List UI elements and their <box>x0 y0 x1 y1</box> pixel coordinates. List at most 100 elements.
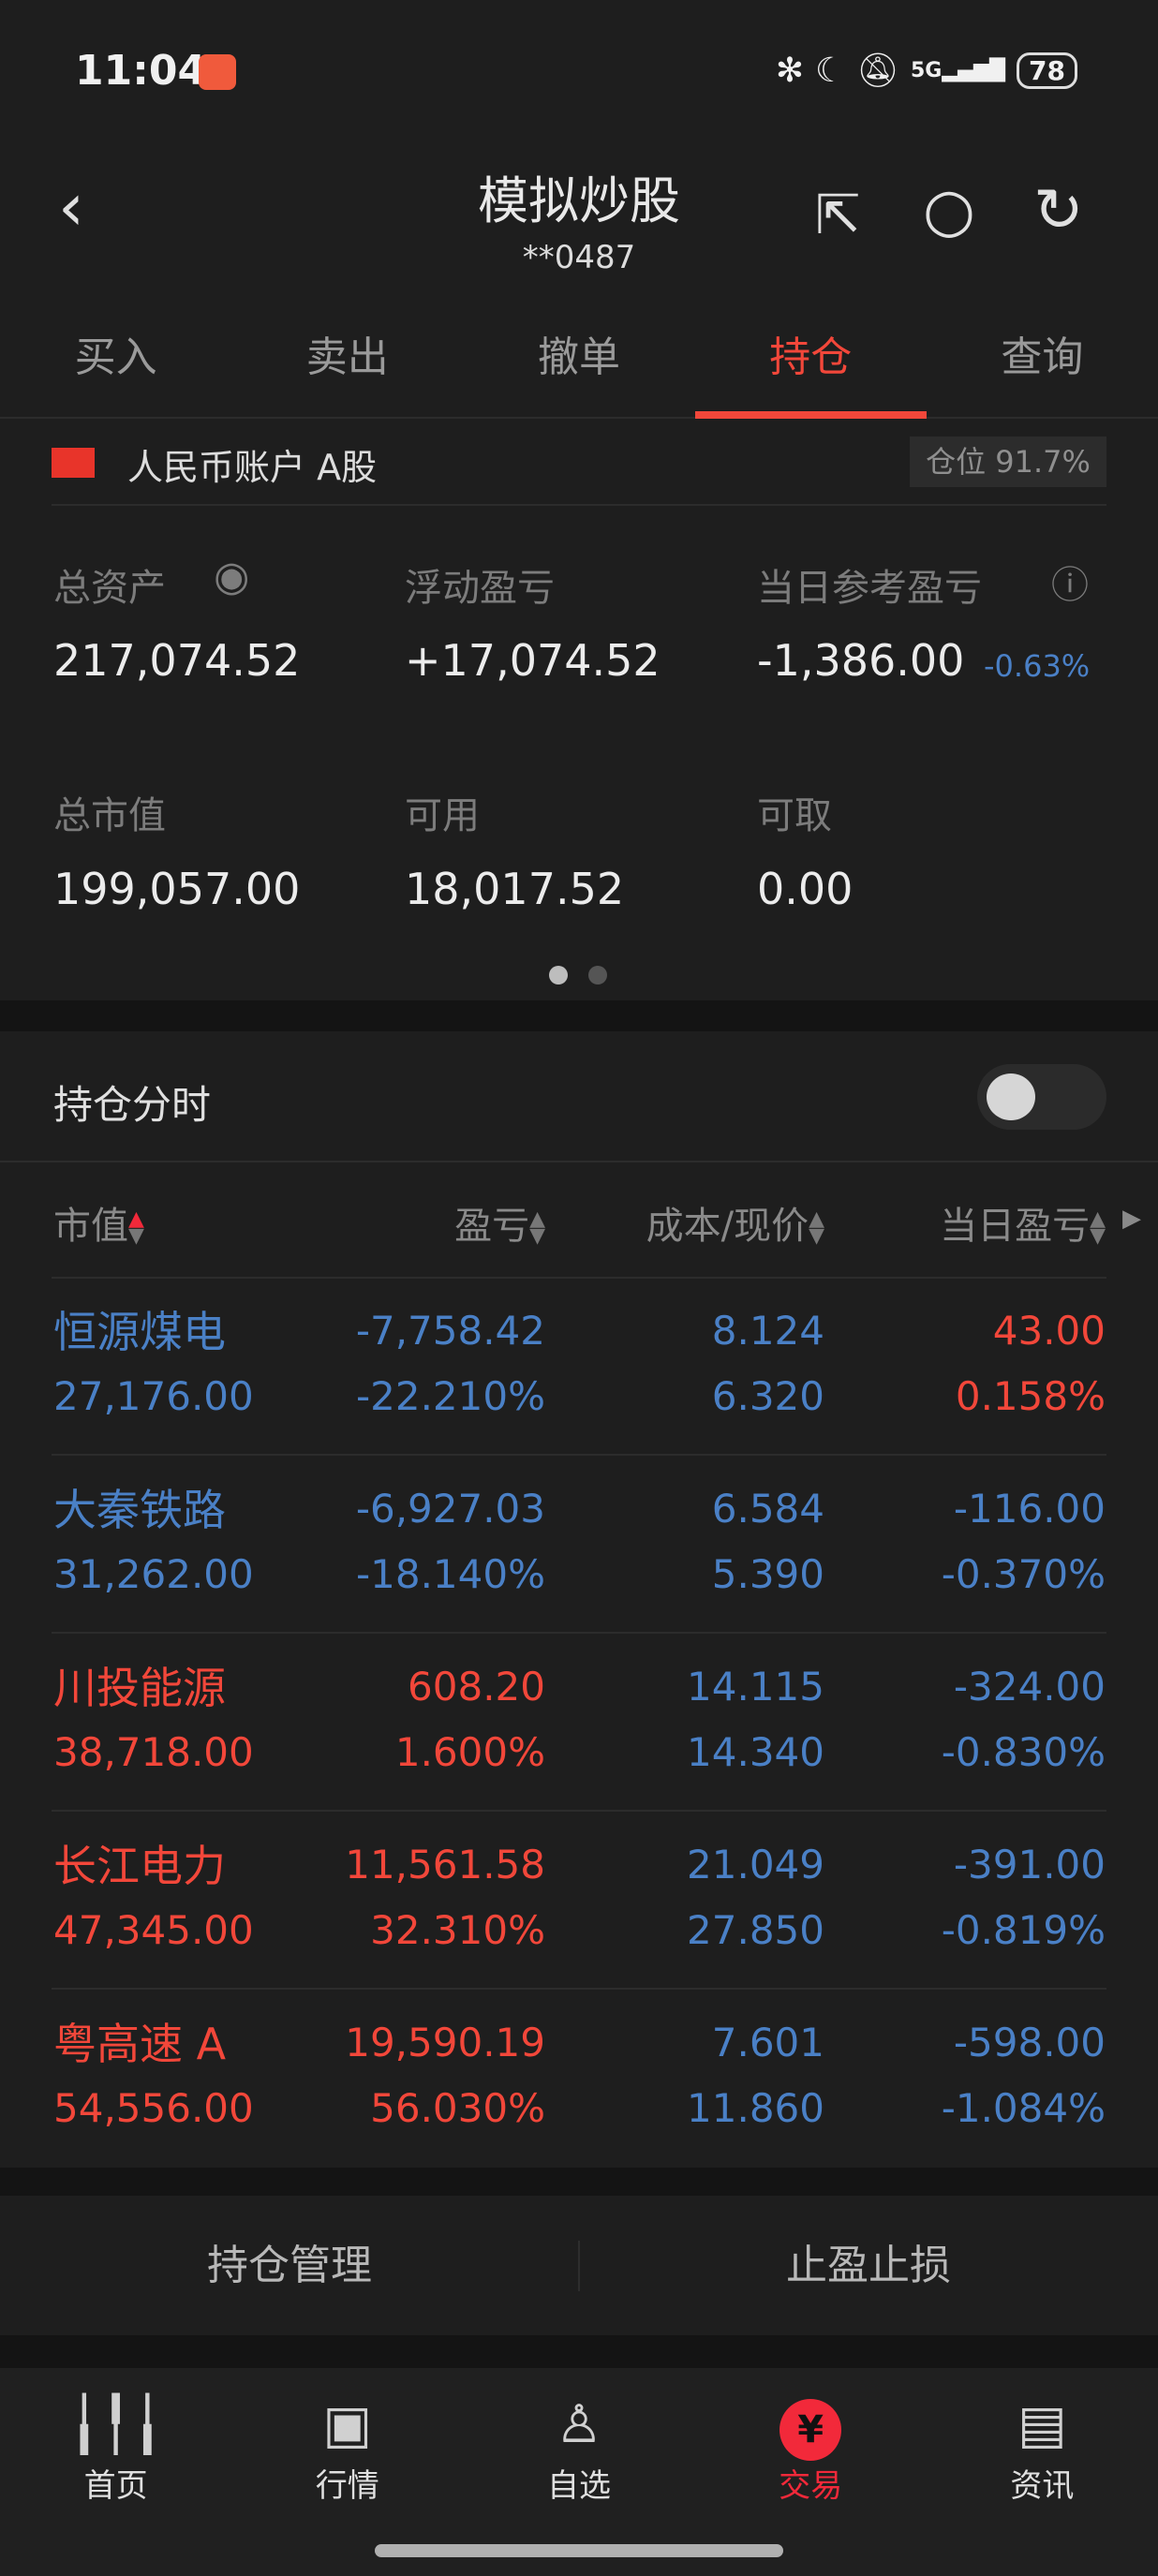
pl-amount: -7,758.42 <box>355 1308 545 1354</box>
back-button[interactable]: ‹ <box>58 169 84 245</box>
scroll-right-icon[interactable]: ▶ <box>1122 1205 1141 1233</box>
toggle-knob <box>987 1073 1035 1120</box>
pager-dot[interactable] <box>588 966 607 985</box>
moon-icon: ☾ <box>814 51 846 90</box>
account-name: 人民币账户 A股 <box>127 447 378 488</box>
yen-icon-wrap: ¥ <box>695 2394 927 2461</box>
share-icon[interactable]: ⇱ <box>815 183 861 246</box>
column-header-market-value: 市值 <box>53 1205 128 1248</box>
app-notification-icon <box>199 54 236 90</box>
account-number: **0487 <box>522 239 636 276</box>
chart-icon: ▣ <box>322 2394 373 2455</box>
pl-amount: 608.20 <box>408 1664 545 1710</box>
signal-icon: 5G▂▄▆█ <box>910 58 1006 82</box>
sort-market-value[interactable]: 市值▲ ▼ <box>53 1195 144 1250</box>
pl-percent: 32.310% <box>370 1907 545 1953</box>
table-row[interactable]: 长江电力 47,345.00 11,561.58 32.310% 21.049 27.85… <box>0 1812 1158 1990</box>
day-pl-percent: -1.084% <box>941 2085 1106 2131</box>
total-assets-value: 217,074.52 <box>53 635 301 686</box>
withdrawable-value: 0.00 <box>757 864 854 914</box>
tab-holdings[interactable]: 持仓 <box>694 323 928 419</box>
table-row[interactable]: 川投能源 38,718.00 608.20 1.600% 14.115 14.340 -32… <box>0 1634 1158 1812</box>
eye-icon[interactable]: ◉ <box>214 553 250 600</box>
current-price: 5.390 <box>711 1551 824 1597</box>
float-pl-label: 浮动盈亏 <box>405 567 555 610</box>
home-indicator[interactable] <box>375 2544 783 2557</box>
day-pl-amount: 43.00 <box>992 1308 1106 1354</box>
total-assets-label: 总资产 <box>53 567 166 610</box>
pl-percent: 56.030% <box>370 2085 545 2131</box>
stock-name: 大秦铁路 <box>53 1485 226 1535</box>
divider <box>52 1810 1106 1812</box>
current-price: 27.850 <box>687 1907 824 1953</box>
sort-pl[interactable]: 盈亏▲ ▼ <box>454 1195 545 1250</box>
nav-label: 交易 <box>779 2467 843 2505</box>
cost-price: 7.601 <box>711 2020 824 2065</box>
pl-percent: -22.210% <box>355 1373 545 1419</box>
trade-tabs: 买入 卖出 撤单 持仓 查询 <box>0 323 1158 419</box>
table-row[interactable]: 粤高速 A 54,556.00 19,590.19 56.030% 7.601 11.86… <box>0 1990 1158 2168</box>
search-icon[interactable]: ○ <box>923 176 975 245</box>
section-gap <box>0 2168 1158 2196</box>
tab-cancel[interactable]: 撤单 <box>538 333 620 381</box>
position-ratio: 仓位 91.7% <box>910 437 1106 487</box>
day-pl-amount: -324.00 <box>953 1664 1106 1710</box>
pager-dot-active[interactable] <box>549 966 568 985</box>
section-gap <box>0 1000 1158 1031</box>
pl-percent: 1.600% <box>394 1729 545 1775</box>
pl-amount: 19,590.19 <box>345 2020 545 2065</box>
nav-label: 资讯 <box>1010 2467 1075 2505</box>
stock-name: 川投能源 <box>53 1663 226 1713</box>
china-flag-icon <box>52 448 95 478</box>
tab-sell[interactable]: 卖出 <box>305 333 389 381</box>
info-icon[interactable]: ⓘ <box>1051 564 1089 607</box>
candlestick-icon: ╽╿╽ <box>68 2394 164 2455</box>
tab-query[interactable]: 查询 <box>1001 333 1084 381</box>
divider <box>52 1988 1106 1990</box>
nav-label: 自选 <box>547 2467 611 2505</box>
day-pl-amount: -598.00 <box>953 2020 1106 2065</box>
day-pl-value: -1,386.00 <box>757 635 965 686</box>
sort-cost-price[interactable]: 成本/现价▲ ▼ <box>646 1195 824 1250</box>
stop-loss-button[interactable]: 止盈止损 <box>786 2242 951 2289</box>
pl-amount: 11,561.58 <box>345 1842 545 1888</box>
nav-market[interactable]: ▣ 行情 <box>231 2368 463 2576</box>
day-pl-amount: -116.00 <box>953 1486 1106 1532</box>
nav-home[interactable]: ╽╿╽ 首页 <box>0 2368 231 2576</box>
divider <box>0 1161 1158 1162</box>
tab-buy[interactable]: 买入 <box>74 333 157 381</box>
holding-chart-toggle[interactable] <box>977 1064 1106 1130</box>
divider <box>52 1632 1106 1634</box>
sort-icon: ▲ ▼ <box>809 1207 824 1248</box>
refresh-icon[interactable]: ↻ <box>1033 176 1084 245</box>
stock-name: 恒源煤电 <box>53 1307 226 1357</box>
sort-day-pl[interactable]: 当日盈亏▲ ▼ <box>940 1195 1106 1250</box>
bluetooth-icon: ✻ <box>775 51 804 90</box>
table-row[interactable]: 恒源煤电 27,176.00 -7,758.42 -22.210% 8.124 6.320… <box>0 1278 1158 1456</box>
mute-icon: 🔕︎ <box>856 52 899 90</box>
available-label: 可用 <box>405 794 480 837</box>
pl-amount: -6,927.03 <box>355 1486 545 1532</box>
column-header-day-pl: 当日盈亏 <box>940 1205 1091 1248</box>
day-pl-label: 当日参考盈亏 <box>757 567 982 610</box>
sort-icon: ▲ ▼ <box>1090 1207 1106 1248</box>
current-price: 6.320 <box>711 1373 824 1419</box>
table-row[interactable]: 大秦铁路 31,262.00 -6,927.03 -18.140% 6.584 5.390… <box>0 1456 1158 1634</box>
status-bar: 11:04 ✻ ☾ 🔕︎ 5G▂▄▆█ 78 <box>0 47 1158 107</box>
column-header-cost-price: 成本/现价 <box>646 1205 809 1248</box>
market-value: 38,718.00 <box>53 1729 254 1775</box>
yen-icon: ¥ <box>779 2399 842 2461</box>
holding-chart-label: 持仓分时 <box>53 1082 212 1128</box>
nav-trade[interactable]: ¥ 交易 <box>695 2368 927 2576</box>
nav-watchlist[interactable]: ♙ 自选 <box>463 2368 694 2576</box>
divider <box>578 2241 580 2291</box>
day-pl-percent: -0.370% <box>941 1551 1106 1597</box>
manage-holdings-button[interactable]: 持仓管理 <box>207 2242 372 2289</box>
cost-price: 21.049 <box>687 1842 824 1888</box>
cost-price: 14.115 <box>687 1664 824 1710</box>
sort-icon: ▲ ▼ <box>529 1207 545 1248</box>
divider <box>52 1277 1106 1279</box>
withdrawable-label: 可取 <box>757 794 832 837</box>
nav-news[interactable]: ▤ 资讯 <box>927 2368 1158 2576</box>
market-value: 199,057.00 <box>53 864 301 914</box>
